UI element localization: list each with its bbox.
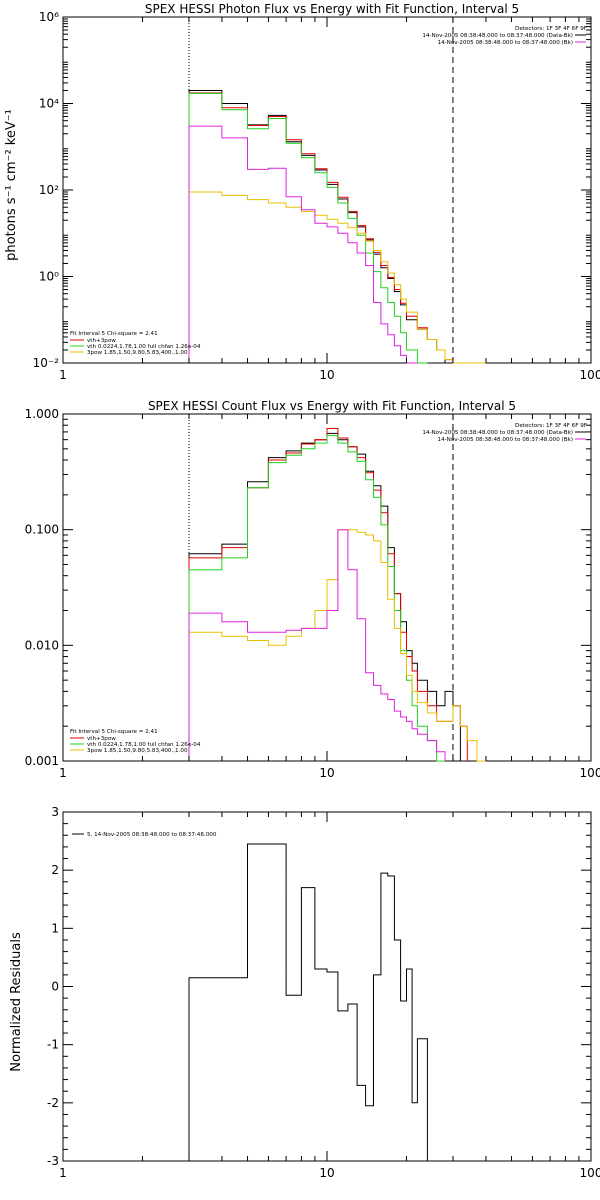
photon-flux-axis-ticks: 1 10 100 10⁻² 10⁰ 10² 10⁴ 10⁶ [33,10,600,382]
photon-flux-series-4 [188,125,418,364]
count-flux-legend-entry-bk: 14-Nov-2005 08:38:48.000 to 08:37:48.000… [438,437,573,443]
photon-flux-y-tick-label: 10⁶ [39,10,59,24]
photon-flux-fit-entry-vth: vth 0.0224,1.78,1.00 full chfan 1.26e-04 [87,344,201,350]
photon-flux-panel: SPEX HESSI Photon Flux vs Energy with Fi… [4,2,600,382]
count-flux-series-3 [188,529,486,762]
count-flux-y-tick-label: 1.000 [25,407,59,421]
residuals-series [188,843,428,1161]
count-flux-legend-top: Detectors: 1F 3F 4F 6F 9F 14-Nov-2005 08… [422,423,587,443]
photon-flux-fit-entry-3pow: 3pow 1.85,1.50,9.80,5.83,400.,1.00 [87,350,188,356]
count-flux-legend-header: Detectors: 1F 3F 4F 6F 9F [515,423,587,429]
count-flux-x-tick-label: 10 [319,766,334,780]
count-flux-title: SPEX HESSI Count Flux vs Energy with Fit… [148,399,516,413]
photon-flux-fit-entry-total: vth+3pow [87,338,116,344]
count-flux-y-tick-label: 0.010 [25,638,59,652]
residuals-y-tick-label: 0 [51,980,59,994]
photon-flux-ylabel: photons s⁻¹ cm⁻² keV⁻¹ [4,109,19,261]
count-flux-legend-bottom: Fit Interval 5 Chi-square = 2.41 vth+3po… [70,729,201,754]
photon-flux-legend-entry-bk: 14-Nov-2005 08:38:48.000 to 08:37:48.000… [438,40,573,46]
photon-flux-legend-entry-data: 14-Nov-2005 08:38:48.000 to 08:37:48.000… [422,33,573,39]
photon-flux-series-2 [188,93,428,364]
residuals-x-tick-label: 100 [580,1166,600,1180]
photon-flux-series-3 [188,191,486,364]
residuals-series-0 [188,843,428,1161]
count-flux-series [188,428,486,762]
count-flux-y-tick-label: 0.100 [25,523,59,537]
count-flux-series-4 [188,529,446,761]
count-flux-legend-entry-data: 14-Nov-2005 08:38:48.000 to 08:37:48.000… [422,430,573,436]
photon-flux-y-tick-label: 10⁴ [39,97,59,111]
count-flux-x-tick-label: 100 [580,766,600,780]
count-flux-fit-entry-3pow: 3pow 1.85,1.50,9.80,5.83,400.,1.00 [87,748,188,754]
photon-flux-legend-header: Detectors: 1F 3F 4F 6F 9F [515,26,587,32]
residuals-y-tick-label: 1 [51,921,59,935]
photon-flux-x-tick-label: 10 [319,368,334,382]
residuals-legend-entry: 5, 14-Nov-2005 08:38:48.000 to 08:37:48.… [87,832,217,838]
count-flux-x-tick-label: 1 [59,766,67,780]
count-flux-range-lines [188,414,454,761]
photon-flux-x-tick-label: 100 [580,368,600,382]
residuals-y-tick-label: 3 [51,805,59,819]
photon-flux-series [188,90,486,364]
residuals-y-tick-label: -3 [47,1154,59,1168]
photon-flux-x-tick-label: 1 [59,368,67,382]
residuals-x-tick-label: 1 [59,1166,67,1180]
residuals-panel: 1 10 100 -3 -2 -1 0 1 2 3 Normalized Residuals 5,… [9,805,600,1180]
residuals-ylabel: Normalized Residuals [9,932,24,1072]
residuals-x-tick-label: 10 [319,1166,334,1180]
photon-flux-legend-bottom: Fit Interval 5 Chi-square = 2.41 vth+3po… [70,331,201,356]
count-flux-panel: SPEX HESSI Count Flux vs Energy with Fit… [25,399,600,780]
photon-flux-title: SPEX HESSI Photon Flux vs Energy with Fi… [145,2,519,16]
count-flux-series-2 [188,435,445,762]
photon-flux-y-tick-label: 10⁰ [39,270,59,284]
count-flux-axis-ticks: 1 10 100 0.001 0.010 0.100 1.000 [25,407,600,780]
residuals-y-tick-label: 2 [51,863,59,877]
count-flux-fit-entry-vth: vth 0.0224,1.78,1.00 full chfan 1.26e-04 [87,742,201,748]
residuals-y-tick-label: -2 [47,1096,59,1110]
residuals-legend: 5, 14-Nov-2005 08:38:48.000 to 08:37:48.… [72,832,217,838]
count-flux-fit-header: Fit Interval 5 Chi-square = 2.41 [70,729,158,735]
count-flux-fit-entry-total: vth+3pow [87,736,116,742]
photon-flux-y-tick-label: 10⁻² [33,356,60,370]
photon-flux-legend-top: Detectors: 1F 3F 4F 6F 9F 14-Nov-2005 08… [422,26,587,46]
count-flux-y-tick-label: 0.001 [25,754,59,768]
residuals-y-tick-label: -1 [47,1038,59,1052]
residuals-axis-ticks: 1 10 100 -3 -2 -1 0 1 2 3 [47,805,600,1180]
photon-flux-y-tick-label: 10² [39,183,59,197]
photon-flux-fit-header: Fit Interval 5 Chi-square = 2.41 [70,331,158,337]
